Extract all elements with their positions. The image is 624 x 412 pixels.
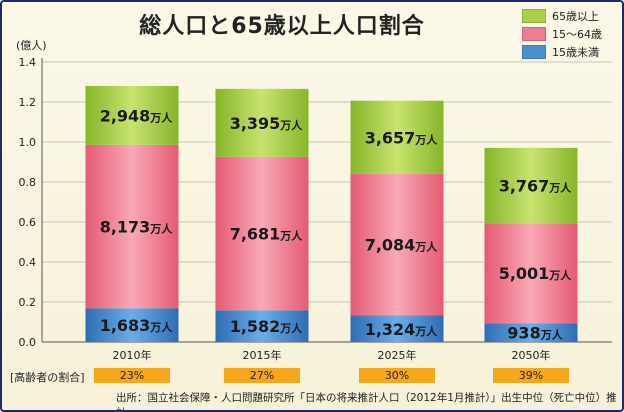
legend-label-15-64: 15〜64歳 [552, 28, 602, 41]
bar-65-plus-2 [350, 100, 444, 174]
data-label: 1,324万人 [365, 320, 439, 339]
elderly-ratio-2025: 30% [359, 368, 435, 383]
legend-item-15-64: 15〜64歳 [522, 26, 602, 42]
bar-under-15-1 [215, 310, 309, 342]
y-tick-label: 0.6 [19, 216, 37, 229]
y-tick-label: 0.2 [19, 296, 37, 309]
data-label: 938万人 [507, 324, 563, 343]
bar-under-15-3 [484, 323, 578, 342]
data-label: 1,683万人 [100, 316, 174, 335]
bar-65-plus-0 [85, 85, 179, 145]
y-tick-label: 0.0 [19, 336, 37, 349]
elderly-ratio-2015: 27% [224, 368, 300, 383]
elderly-ratio-2050: 39% [493, 368, 569, 383]
bar-65-plus-1 [215, 88, 309, 157]
legend-swatch-65-plus [522, 9, 546, 23]
chart-title: 総人口と65歳以上人口割合 [139, 14, 425, 39]
bar-15-64-2 [350, 173, 444, 316]
data-label: 3,395万人 [230, 114, 304, 133]
bar-under-15-2 [350, 315, 444, 342]
bar-15-64-1 [215, 156, 309, 311]
bar-15-64-3 [484, 223, 578, 324]
x-tick-label: 2015年 [243, 348, 282, 362]
y-tick-label: 1.2 [19, 96, 37, 109]
elderly-ratio-label: [高齢者の割合] [10, 371, 85, 384]
legend-swatch-15-64 [522, 27, 546, 41]
source-note: 出所：国立社会保障・人口問題研究所「日本の将来推計人口（2012年1月推計）」出… [116, 392, 617, 410]
data-label: 3,657万人 [365, 128, 439, 147]
data-label: 7,681万人 [230, 225, 304, 244]
data-label: 1,582万人 [230, 317, 304, 336]
elderly-ratio-2010: 23% [94, 368, 170, 383]
y-tick-label: 1.4 [19, 56, 37, 69]
data-label: 8,173万人 [100, 218, 174, 237]
legend-item-under-15: 15歳未満 [522, 44, 602, 60]
x-tick-label: 2050年 [512, 348, 551, 362]
data-label: 2,948万人 [100, 106, 174, 125]
data-label: 7,084万人 [365, 236, 439, 255]
x-tick-label: 2025年 [378, 348, 417, 362]
bar-15-64-0 [85, 144, 179, 309]
legend-label-65-plus: 65歳以上 [552, 10, 599, 23]
data-label: 3,767万人 [499, 177, 573, 196]
legend: 65歳以上 15〜64歳 15歳未満 [522, 8, 602, 62]
x-tick-label: 2010年 [113, 348, 152, 362]
bar-under-15-0 [85, 308, 179, 342]
legend-item-65-plus: 65歳以上 [522, 8, 602, 24]
data-label: 5,001万人 [499, 264, 573, 283]
y-tick-label: 0.8 [19, 176, 37, 189]
bar-65-plus-3 [484, 147, 578, 224]
y-axis-label: (億人) [16, 39, 47, 52]
y-tick-label: 1.0 [19, 136, 37, 149]
legend-label-under-15: 15歳未満 [552, 46, 599, 59]
y-tick-label: 0.4 [19, 256, 37, 269]
legend-swatch-under-15 [522, 45, 546, 59]
